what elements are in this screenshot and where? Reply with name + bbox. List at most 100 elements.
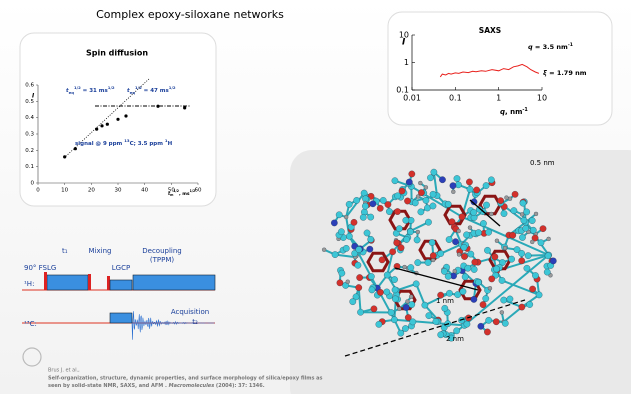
atom (550, 258, 556, 264)
atom (530, 227, 536, 233)
atom (466, 179, 472, 185)
atom (446, 236, 452, 242)
atom (465, 265, 471, 271)
scale-label: 1 nm (436, 297, 454, 305)
atom (322, 248, 326, 252)
y-tick-label: 0.3 (25, 132, 34, 138)
atom (475, 229, 481, 235)
atom (452, 239, 458, 245)
atom (403, 304, 409, 310)
atom (529, 286, 535, 292)
atom (392, 178, 398, 184)
atom (407, 229, 413, 235)
atom (425, 259, 431, 265)
atom (457, 252, 461, 256)
atom (426, 312, 432, 318)
text-part: eq (69, 90, 75, 95)
atom (414, 237, 420, 243)
y-tick-label: 0.2 (25, 148, 34, 154)
atom (391, 317, 397, 323)
atom (424, 185, 428, 189)
pulse (107, 276, 110, 290)
atom (394, 193, 400, 199)
atom (389, 249, 395, 255)
label: Mixing (89, 247, 112, 255)
atom (356, 274, 362, 280)
atom (438, 250, 444, 256)
citation-authors: Brus J. et al., (48, 368, 80, 374)
atom (355, 262, 361, 268)
atom (404, 198, 410, 204)
atom (538, 240, 544, 246)
atom (483, 202, 489, 208)
atom (408, 264, 414, 270)
text-part: 1/2 (169, 85, 176, 90)
atom (475, 279, 481, 285)
atom (510, 232, 516, 238)
atom (480, 301, 486, 307)
atom (468, 251, 474, 257)
atom (409, 295, 413, 299)
label: ¹³C: (24, 320, 37, 328)
atom (338, 229, 344, 235)
atom (344, 215, 348, 219)
pulse (88, 274, 91, 290)
atom (547, 237, 551, 241)
decoupling-block (133, 275, 215, 290)
atom (409, 301, 415, 307)
lgcp-block (110, 280, 132, 290)
atom (377, 289, 383, 295)
label: LGCP (112, 264, 130, 272)
atom (520, 200, 526, 206)
atom (346, 280, 350, 284)
atom (534, 212, 538, 216)
atom (441, 268, 447, 274)
atom (384, 272, 390, 278)
atom (392, 296, 398, 302)
atom (418, 181, 422, 185)
atom (503, 246, 507, 250)
atom (368, 214, 374, 220)
atom (451, 190, 455, 194)
atom (353, 197, 359, 203)
point (183, 106, 186, 109)
atom (460, 288, 466, 294)
atom (464, 321, 470, 327)
atom (418, 209, 424, 215)
atom (512, 191, 518, 197)
atom (504, 196, 508, 200)
point (95, 128, 98, 131)
text-part: C; 3.5 ppm (130, 141, 165, 147)
atom (361, 190, 367, 196)
atom (507, 296, 513, 302)
x-tick-label: 40 (141, 188, 148, 194)
scale-label: 2 nm (446, 335, 464, 343)
atom (430, 203, 436, 209)
atom (377, 205, 383, 211)
atom (495, 239, 499, 243)
atom (416, 230, 420, 234)
atom (332, 251, 338, 257)
atom (413, 281, 419, 287)
atom (368, 273, 374, 279)
x-tick-label: 0.1 (449, 94, 462, 103)
text-part: -1 (568, 42, 573, 48)
point (116, 118, 119, 121)
atom (519, 234, 525, 240)
atom (418, 189, 424, 195)
atom (499, 277, 505, 283)
atom (399, 188, 405, 194)
atom (429, 239, 435, 245)
atom (530, 240, 534, 244)
atom (331, 220, 337, 226)
atom (522, 225, 528, 231)
text-part: , ms (179, 192, 190, 197)
atom (376, 321, 382, 327)
atom (529, 217, 535, 223)
slide-title: Complex epoxy-siloxane networks (96, 8, 284, 21)
atom (473, 187, 479, 193)
y-tick-label: 1 (404, 58, 409, 67)
citation-text: seen by solid-state NMR, SAXS, and AFM . (48, 383, 169, 389)
atom (394, 208, 400, 214)
text-part: = 1.79 nm (547, 69, 587, 77)
